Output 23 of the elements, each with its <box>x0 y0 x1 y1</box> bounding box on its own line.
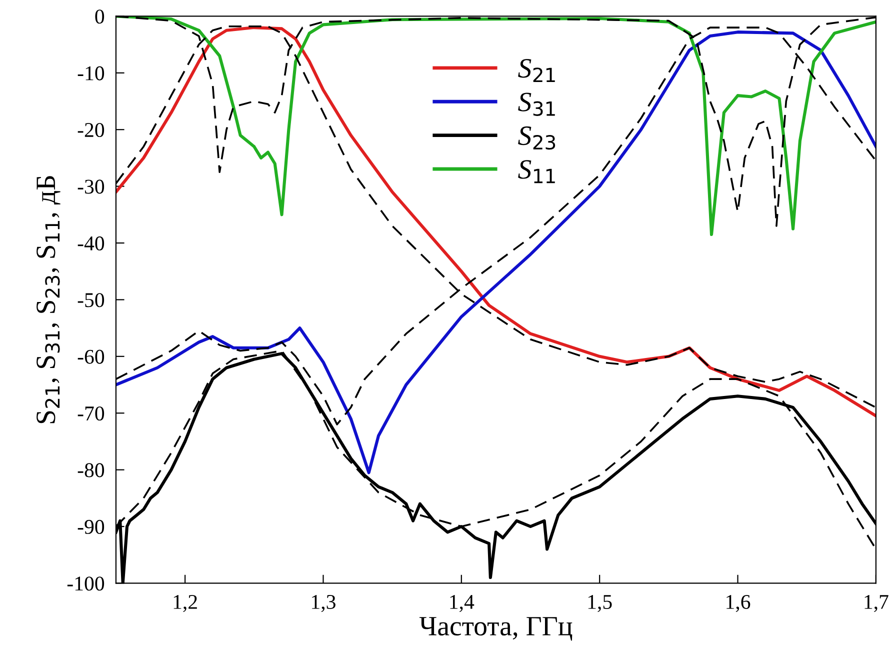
x-tick-label: 1,5 <box>588 595 612 612</box>
x-tick-label: 1,3 <box>312 594 336 612</box>
y-tick-label: -100 <box>67 576 104 591</box>
y-tick-label: -20 <box>78 122 104 138</box>
y-tick-label: -30 <box>78 180 104 194</box>
legend-label: S$_{21}$ <box>518 59 555 82</box>
x-tick-label: 1,2 <box>174 594 197 612</box>
y-tick-label: 0 <box>95 10 104 24</box>
y-tick-label: -50 <box>78 293 104 308</box>
x-tick-label: 1,6 <box>726 594 750 612</box>
legend-label: S$_{11}$ <box>518 160 555 184</box>
legend-label: S$_{23}$ <box>518 126 556 150</box>
y-tick-label: -40 <box>78 236 104 250</box>
x-tick-label: 1,4 <box>450 595 474 612</box>
x-tick-label: 1,7 <box>864 595 888 612</box>
legend-label: S$_{31}$ <box>518 92 555 116</box>
y-tick-label: -60 <box>78 350 104 364</box>
x-axis-title: Частота, ГГц <box>419 617 572 641</box>
y-tick-label: -70 <box>78 406 104 421</box>
y-tick-label: -10 <box>78 66 104 80</box>
y-tick-label: -90 <box>78 520 104 534</box>
text: S$_{21}$, S$_{31}$, S$_{23}$, S$_{11}$, дБ <box>36 176 60 424</box>
y-tick-label: -80 <box>78 463 104 478</box>
